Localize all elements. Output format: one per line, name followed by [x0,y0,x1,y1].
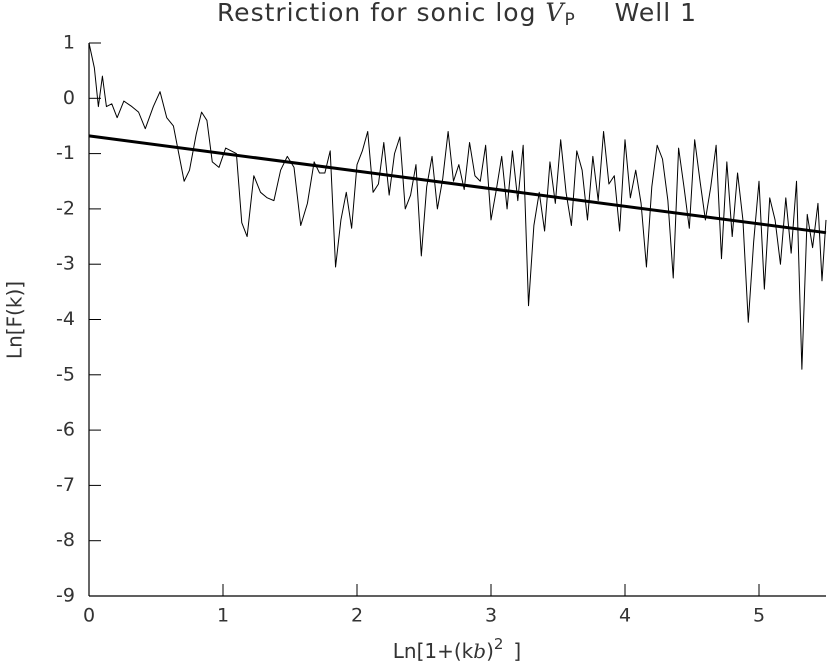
y-tick-label: -9 [56,585,75,607]
x-axis-label: Ln[1+(kb)2] [393,635,521,663]
x-tick-label: 4 [619,605,631,627]
x-tick-label: 1 [217,605,229,627]
x-tick-label: 0 [83,605,95,627]
x-tick-label: 5 [753,605,765,627]
series-line [88,42,827,370]
y-tick-label: -2 [56,197,75,219]
y-tick-label: -3 [56,253,75,275]
y-tick-label: 0 [63,87,75,109]
x-label-part: b [473,639,486,663]
x-label-part: Ln[1+(k [393,639,474,663]
title-subscript: P [564,10,575,30]
title-text: Restriction for sonic log [217,0,537,27]
title-symbol: V [545,0,566,27]
x-label-part: ] [513,639,521,663]
x-tick-label: 3 [485,605,497,627]
title-suffix: Well 1 [615,0,697,27]
y-tick-label: -7 [56,474,75,496]
y-axis-label: Ln[F(k)] [3,281,27,359]
series-line [88,134,827,235]
y-tick-label: -6 [56,419,75,441]
y-tick-label: -5 [56,363,75,385]
y-tick-label: -4 [56,308,75,330]
y-tick-label: -1 [56,142,75,164]
x-label-part: ) [486,639,494,663]
x-tick-label: 2 [351,605,363,627]
y-tick-label: 1 [63,32,75,54]
x-label-sup: 2 [494,635,504,653]
y-tick-label: -8 [56,529,75,551]
chart-title: Restriction for sonic log VP Well 1 [217,0,697,33]
